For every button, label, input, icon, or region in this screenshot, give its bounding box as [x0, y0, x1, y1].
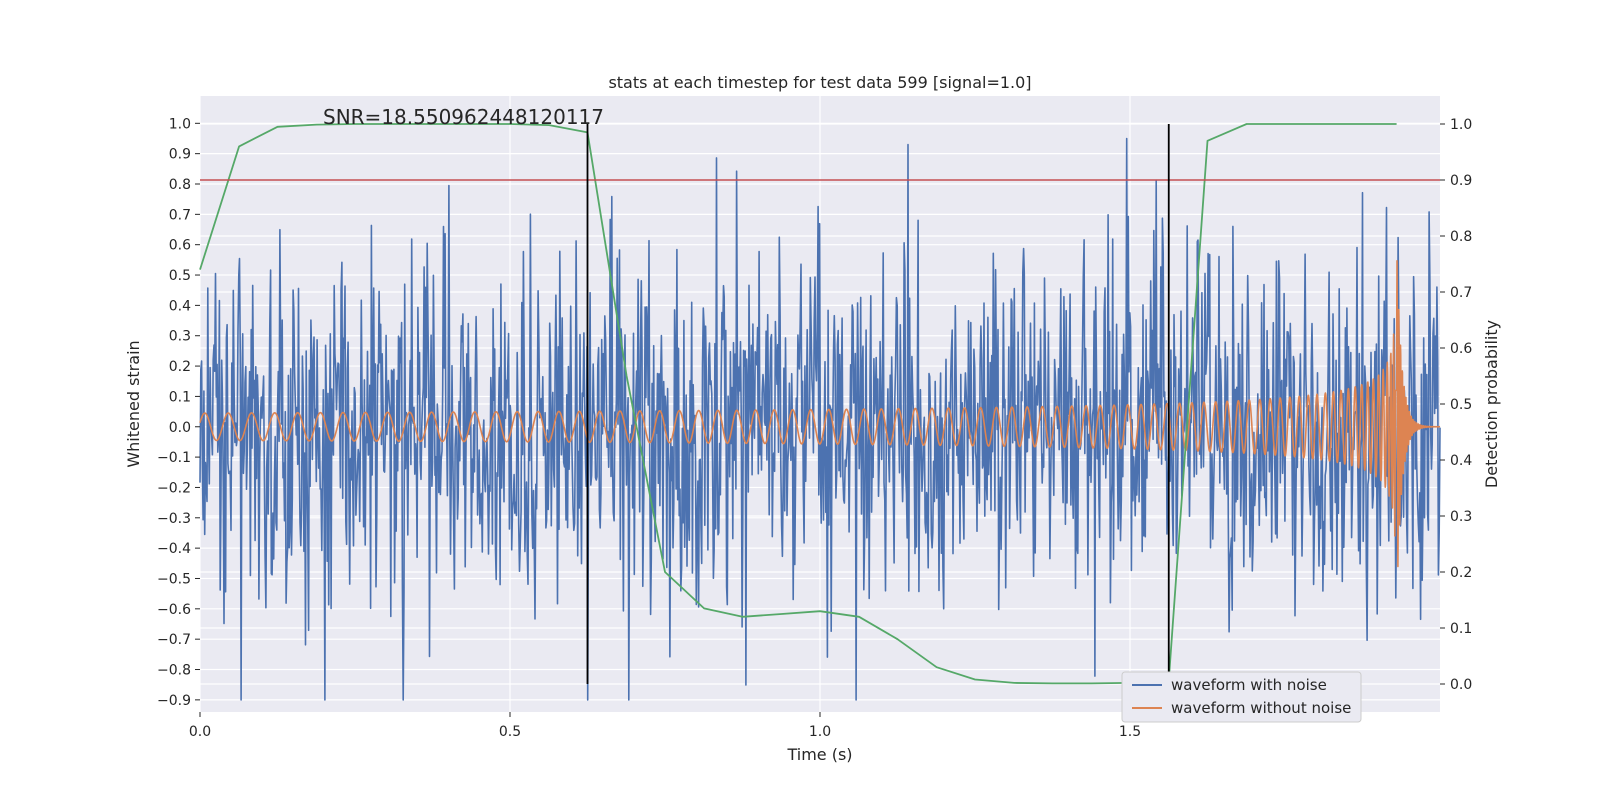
y2-tick-label: 0.6 — [1450, 341, 1472, 357]
y-axis-label: Whitened strain — [124, 340, 143, 467]
series-waveform-without-noise — [199, 260, 1441, 568]
x-tick-label: 1.0 — [809, 724, 831, 740]
y-tick-label: 0.7 — [169, 207, 191, 223]
y2-tick-label: 1.0 — [1450, 117, 1472, 133]
legend-label-clean: waveform without noise — [1171, 699, 1351, 717]
y2-tick-label: 0.0 — [1450, 677, 1472, 693]
y2-tick-label: 0.9 — [1450, 173, 1472, 189]
y-tick-label: 0.3 — [169, 329, 191, 345]
y-tick-label: −0.6 — [157, 602, 191, 618]
legend: waveform with noise waveform without noi… — [1121, 671, 1362, 723]
line-waveform-with-noise — [199, 137, 1441, 701]
y-tick-label: −0.3 — [157, 511, 191, 527]
y2-tick-label: 0.7 — [1450, 285, 1472, 301]
snr-annotation: SNR=18.550962448120117 — [323, 105, 604, 129]
y-tick-label: 0.9 — [169, 147, 191, 163]
x-tick-label: 0.5 — [499, 724, 521, 740]
reference-lines — [200, 124, 1440, 684]
x-axis: 0.0 0.5 1.0 1.5 — [189, 712, 1141, 740]
y2-tick-label: 0.5 — [1450, 397, 1472, 413]
chart-title: stats at each timestep for test data 599… — [608, 73, 1031, 92]
legend-box — [1121, 671, 1362, 723]
y-tick-label: 0.1 — [169, 389, 191, 405]
y-tick-label: −0.9 — [157, 693, 191, 709]
x-axis-label: Time (s) — [786, 745, 852, 764]
y2-tick-label: 0.3 — [1450, 509, 1472, 525]
line-detection-probability — [199, 123, 1397, 685]
y2-tick-label: 0.8 — [1450, 229, 1472, 245]
line-waveform-without-noise — [199, 260, 1441, 568]
y2-axis-label: Detection probability — [1482, 320, 1501, 488]
y-tick-label: 0.0 — [169, 420, 191, 436]
y-axis-left: 1.0 0.9 0.8 0.7 0.6 0.5 0.4 0.3 0.2 0.1 0.0 −0.1 −0.… — [157, 116, 200, 709]
y-tick-label: −0.5 — [157, 571, 191, 587]
legend-label-noise: waveform with noise — [1171, 676, 1327, 694]
y-tick-label: 1.0 — [169, 116, 191, 132]
y-tick-label: 0.5 — [169, 268, 191, 284]
y-tick-label: 0.4 — [169, 298, 191, 314]
y-axis-right: 1.0 0.9 0.8 0.7 0.6 0.5 0.4 0.3 0.2 0.1 0.0 — [1440, 117, 1472, 693]
y2-tick-label: 0.1 — [1450, 621, 1472, 637]
y-tick-label: 0.8 — [169, 177, 191, 193]
y-tick-label: −0.1 — [157, 450, 191, 466]
y-tick-label: 0.2 — [169, 359, 191, 375]
series-waveform-with-noise — [199, 137, 1441, 701]
y2-tick-label: 0.2 — [1450, 565, 1472, 581]
y2-tick-label: 0.4 — [1450, 453, 1472, 469]
y-tick-label: −0.7 — [157, 632, 191, 648]
x-tick-label: 1.5 — [1119, 724, 1141, 740]
y-tick-label: −0.4 — [157, 541, 191, 557]
y-tick-label: −0.2 — [157, 480, 191, 496]
y-tick-label: −0.8 — [157, 663, 191, 679]
x-tick-label: 0.0 — [189, 724, 211, 740]
series-detection-probability — [199, 123, 1397, 685]
y-tick-label: 0.6 — [169, 238, 191, 254]
